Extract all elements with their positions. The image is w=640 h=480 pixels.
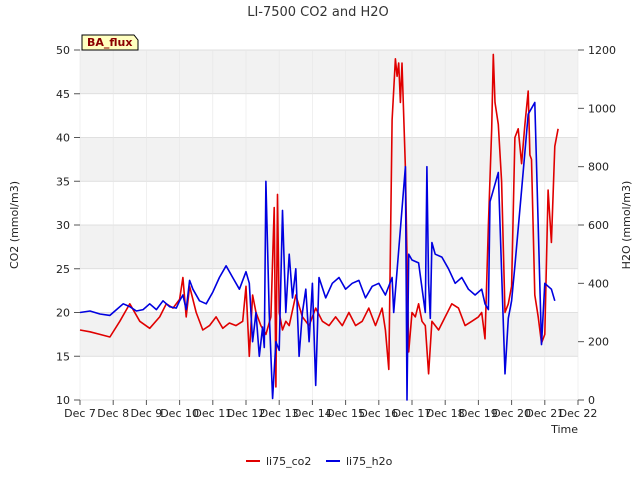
series-line-li75_co2 [79,53,559,388]
left-tick-label: 20 [56,307,70,320]
left-tick-label: 10 [56,394,70,407]
plot-band [80,93,578,138]
badge-box [81,34,139,51]
legend-label-h2o: li75_h2o [346,455,393,468]
right-tick-label: 600 [588,219,609,232]
x-tick-label: Dec 20 [492,407,531,420]
y-axis-left-label: CO2 (mmol/m3) [8,181,21,269]
chart-title: LI-7500 CO2 and H2O [247,5,389,20]
plot-band [80,225,578,269]
x-tick-label: Dec 15 [326,407,365,420]
x-tick-label: Dec 7 [64,407,96,420]
x-tick-label: Dec 13 [260,407,299,420]
x-tick-label: Dec 8 [97,407,129,420]
x-tick-label: Dec 22 [559,407,598,420]
y-axis-right-label: H2O (mmol/m3) [620,181,633,270]
series-line-li75_h2o [79,101,556,401]
left-tick-label: 40 [56,132,70,145]
left-tick-label: 50 [56,44,70,57]
x-axis-label: Time [550,423,578,436]
plot-background-bands [80,50,578,400]
x-tick-label: Dec 16 [359,407,398,420]
right-tick-label: 1200 [588,44,616,57]
left-tick-label: 45 [56,88,70,101]
x-tick-label: Dec 17 [393,407,432,420]
plot-band [80,137,578,182]
x-tick-label: Dec 19 [459,407,498,420]
x-tick-label: Dec 14 [293,407,332,420]
legend: li75_co2 li75_h2o [246,455,393,468]
plot-band [80,356,578,400]
right-tick-label: 0 [588,394,595,407]
x-tick-label: Dec 21 [525,407,564,420]
right-tick-label: 1000 [588,102,616,115]
badge: BA_flux [81,34,139,51]
legend-label-co2: li75_co2 [266,455,311,468]
right-tick-label: 400 [588,277,609,290]
x-tick-label: Dec 10 [160,407,199,420]
grid-lines [79,49,579,401]
badge-label: BA_flux [87,36,132,49]
right-tick-label: 800 [588,161,609,174]
plot-band [80,181,578,225]
right-tick-label: 200 [588,336,609,349]
series-layer [79,53,559,401]
left-tick-label: 35 [56,175,70,188]
left-axis-ticks: 10 15 20 25 30 35 40 45 50 [56,44,80,407]
left-tick-label: 30 [56,219,70,232]
left-tick-label: 15 [56,350,70,363]
x-tick-label: Dec 18 [426,407,465,420]
left-tick-label: 25 [56,263,70,276]
x-tick-label: Dec 9 [131,407,163,420]
plot-band [80,312,578,357]
x-tick-label: Dec 11 [193,407,232,420]
x-tick-label: Dec 12 [227,407,266,420]
right-axis-ticks: 0 200 400 600 800 1000 1200 [578,44,616,407]
plot-band [80,50,578,94]
